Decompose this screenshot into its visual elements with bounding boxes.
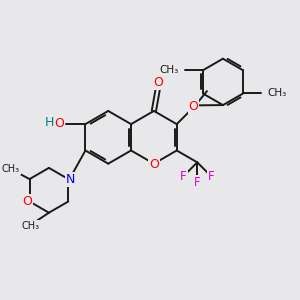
Text: F: F: [194, 176, 201, 189]
Text: CH₃: CH₃: [159, 65, 178, 75]
Text: O: O: [189, 100, 199, 113]
Text: F: F: [180, 170, 187, 183]
Text: O: O: [22, 195, 32, 208]
Text: F: F: [208, 170, 214, 183]
Text: H: H: [45, 116, 54, 129]
Text: O: O: [153, 76, 163, 89]
Text: O: O: [149, 158, 159, 171]
Text: CH₃: CH₃: [21, 221, 39, 231]
Text: CH₃: CH₃: [267, 88, 286, 98]
Text: CH₃: CH₃: [2, 164, 20, 174]
Text: O: O: [54, 117, 64, 130]
Text: N: N: [66, 172, 75, 186]
